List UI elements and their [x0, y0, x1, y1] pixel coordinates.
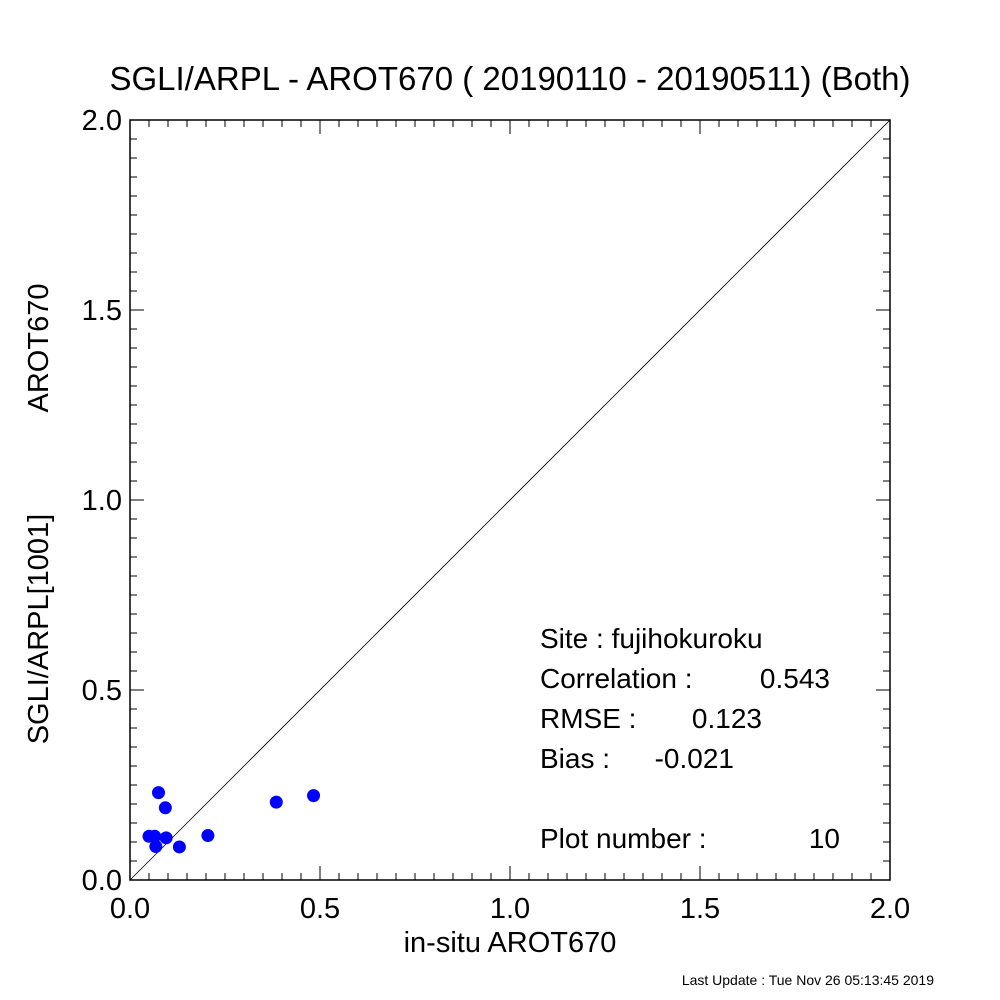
x-tick-label: 0.0 — [110, 893, 150, 925]
rmse-label: RMSE : — [540, 703, 636, 734]
x-tick-label: 1.5 — [680, 893, 720, 925]
data-point — [201, 829, 215, 843]
x-tick-labels: 0.0 0.5 1.0 1.5 2.0 — [110, 893, 910, 925]
y-tick-labels: 0.0 0.5 1.0 1.5 2.0 — [82, 105, 122, 897]
site-label: Site : fujihokuroku — [540, 623, 763, 654]
plot-number-value: 10 — [809, 823, 840, 854]
x-tick-label: 0.5 — [300, 893, 340, 925]
data-point — [152, 786, 165, 800]
plot-area — [129, 119, 891, 881]
last-update-footer: Last Update : Tue Nov 26 05:13:45 2019 — [682, 972, 934, 988]
y-axis-title: SGLI/ARPL[1001] AROT670 — [23, 284, 55, 745]
data-point — [159, 831, 173, 845]
y-tick-label: 2.0 — [82, 105, 122, 137]
x-axis-title: in-situ AROT670 — [404, 927, 617, 959]
data-point — [172, 840, 186, 854]
data-points — [142, 786, 321, 854]
axis-ticks — [129, 119, 891, 881]
bias-label: Bias : — [540, 743, 610, 774]
stats-box: Site : fujihokuroku Correlation : 0.543 … — [540, 623, 840, 854]
x-tick-label: 1.0 — [490, 893, 530, 925]
x-tick-label: 2.0 — [870, 893, 910, 925]
y-tick-label: 0.0 — [82, 865, 122, 897]
data-point — [269, 795, 283, 809]
y-tick-label: 0.5 — [82, 675, 122, 707]
rmse-value: 0.123 — [692, 703, 762, 734]
chart-title: SGLI/ARPL - AROT670 ( 20190110 - 2019051… — [109, 60, 910, 97]
one-to-one-line — [129, 119, 891, 881]
plot-number-label: Plot number : — [540, 823, 707, 854]
y-axis-title-left: SGLI/ARPL[1001] — [23, 514, 55, 745]
correlation-label: Correlation : — [540, 663, 693, 694]
data-point — [149, 840, 163, 854]
data-point — [158, 801, 172, 815]
correlation-value: 0.543 — [760, 663, 830, 694]
y-tick-label: 1.0 — [82, 485, 122, 517]
y-tick-label: 1.5 — [82, 295, 122, 327]
data-point — [148, 829, 162, 843]
bias-value: -0.021 — [655, 743, 734, 774]
y-axis-title-right: AROT670 — [23, 284, 55, 413]
data-point — [307, 789, 321, 803]
